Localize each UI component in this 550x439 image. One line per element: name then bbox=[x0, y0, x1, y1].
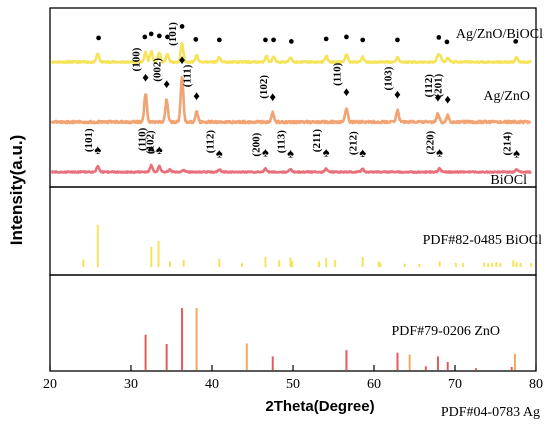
peak-marker: ● bbox=[343, 31, 350, 43]
peak-marker: ♦ bbox=[179, 52, 186, 67]
peak-marker: ♠ bbox=[513, 146, 520, 161]
hkl-label: (112) bbox=[204, 130, 216, 154]
peak-marker: ● bbox=[512, 35, 519, 47]
panel-frame-3 bbox=[49, 274, 537, 372]
hkl-label: (110) bbox=[136, 127, 148, 151]
hkl-labels: (100) (002)(101)(111) (102)(110) (103) (112)… bbox=[83, 22, 514, 157]
hkl-label: (200) bbox=[251, 132, 263, 156]
x-tick-label: 30 bbox=[124, 377, 138, 392]
peak-marker: ♦ bbox=[435, 90, 442, 105]
hkl-label: (212) bbox=[348, 131, 360, 155]
peak-marker: ● bbox=[262, 34, 269, 46]
peak-marker: ♠ bbox=[436, 145, 443, 160]
peak-marker: ● bbox=[192, 34, 199, 46]
peak-marker: ♦ bbox=[142, 69, 149, 84]
pattern-line-1 bbox=[50, 41, 532, 64]
reference-name: PDF#04-0783 Ag bbox=[441, 405, 540, 420]
peak-marker: ♠ bbox=[323, 145, 330, 160]
pattern-name: Ag/ZnO bbox=[483, 89, 530, 104]
peak-marker: ● bbox=[288, 35, 295, 47]
x-tick-label: 40 bbox=[205, 377, 219, 392]
pattern-name: BiOCl bbox=[490, 173, 527, 188]
reference-name: PDF#79-0206 ZnO bbox=[391, 324, 500, 339]
peak-marker: ● bbox=[179, 20, 186, 32]
peak-marker: ● bbox=[156, 30, 163, 42]
pattern-name: Ag/ZnO/BiOCl bbox=[456, 27, 543, 42]
peak-marker: ● bbox=[216, 34, 223, 46]
peak-marker: ● bbox=[95, 32, 102, 44]
peak-marker: ♠ bbox=[359, 145, 366, 160]
hkl-label: (101) bbox=[167, 22, 179, 46]
peak-marker: ● bbox=[164, 31, 171, 43]
peak-marker: ♦ bbox=[343, 84, 350, 99]
hkl-label: (112) bbox=[423, 74, 435, 98]
peak-marker: ♦ bbox=[163, 76, 170, 91]
peak-marker: ● bbox=[270, 34, 277, 46]
x-axis-ticks: 20 30 40 50 60 70 80 bbox=[43, 365, 543, 392]
y-axis-label: Intensity(a.u.) bbox=[7, 135, 26, 246]
x-tick-label: 80 bbox=[529, 377, 543, 392]
hkl-label: (002) bbox=[152, 58, 164, 82]
pattern-curves bbox=[50, 41, 532, 174]
peak-marker: ● bbox=[359, 34, 366, 46]
peak-marker: ♠ bbox=[287, 146, 294, 161]
hkl-label: (214) bbox=[502, 131, 514, 155]
hkl-label: (100) bbox=[131, 47, 143, 71]
peak-marker: ♦ bbox=[193, 88, 200, 103]
hkl-label: (102) bbox=[144, 130, 156, 154]
hkl-label: (111) bbox=[182, 64, 194, 87]
peak-marker: ♦ bbox=[444, 92, 451, 107]
peak-markers: ● ● ● ● ●●● ● ● ● ● ● ● ● ● ● ● ●♦ ♦♦♦ ♦ ♦ ♦ ♦ ♦♠ ♠ ♠ ♠ ♠ ♠ ♠ ♠ ♠ ♠ bbox=[94, 20, 520, 160]
peak-marker: ♠ bbox=[94, 142, 101, 157]
hkl-label: (113) bbox=[276, 130, 288, 154]
x-tick-label: 20 bbox=[43, 377, 57, 392]
peak-marker: ● bbox=[444, 36, 451, 48]
peak-marker: ♦ bbox=[269, 89, 276, 104]
hkl-label: (201) bbox=[433, 73, 445, 97]
peak-marker: ♠ bbox=[262, 145, 269, 160]
hkl-label: (101) bbox=[83, 128, 95, 152]
peak-marker: ♠ bbox=[156, 142, 163, 157]
peak-marker: ● bbox=[435, 32, 442, 44]
x-axis-label: 2Theta(Degree) bbox=[265, 398, 374, 415]
hkl-label: (220) bbox=[425, 130, 437, 154]
peak-marker: ● bbox=[323, 33, 330, 45]
x-tick-label: 50 bbox=[286, 377, 300, 392]
x-tick-label: 70 bbox=[448, 377, 462, 392]
peak-marker: ● bbox=[141, 31, 148, 43]
hkl-label: (211) bbox=[311, 129, 323, 153]
reference-name: PDF#82-0485 BiOCl bbox=[423, 233, 543, 248]
hkl-label: (110) bbox=[332, 62, 344, 86]
x-tick-label: 60 bbox=[367, 377, 381, 392]
peak-marker: ♠ bbox=[148, 141, 155, 156]
peak-marker: ♠ bbox=[216, 146, 223, 161]
hkl-label: (102) bbox=[258, 75, 270, 99]
peak-marker: ● bbox=[148, 28, 155, 40]
hkl-label: (103) bbox=[383, 66, 395, 90]
peak-marker: ● bbox=[394, 34, 401, 46]
reference-sticks bbox=[82, 225, 533, 370]
pattern-names: Ag/ZnO/BiOCl Ag/ZnO BiOCl PDF#82-0485 BiOCl… bbox=[391, 27, 543, 420]
peak-marker: ♦ bbox=[394, 87, 401, 102]
pattern-line-2 bbox=[50, 76, 532, 125]
pattern-line-3 bbox=[50, 163, 532, 174]
